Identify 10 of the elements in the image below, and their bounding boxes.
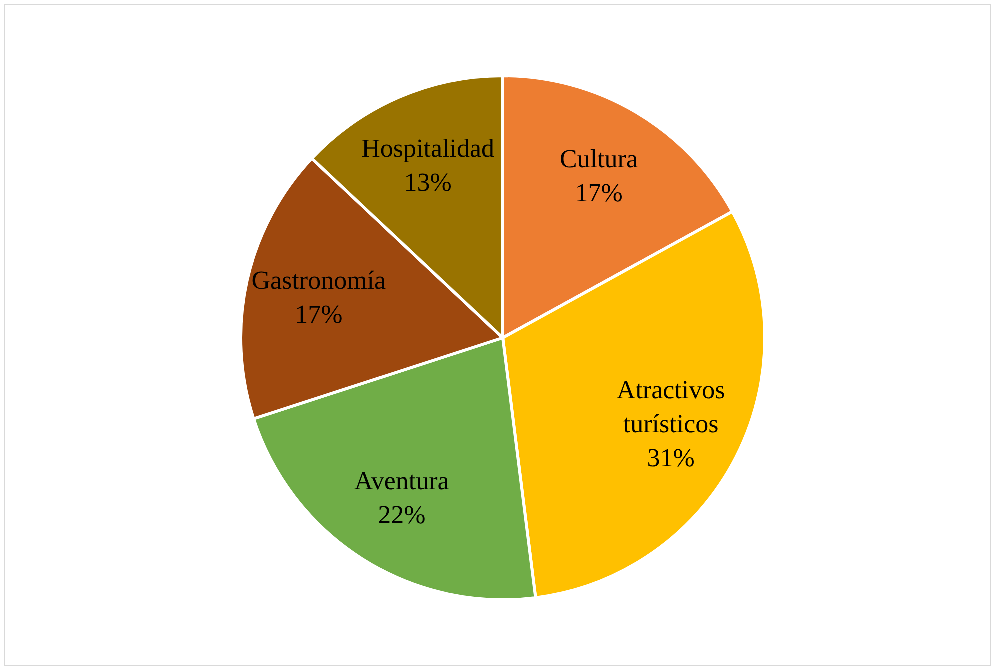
- data-label: 17%: [575, 178, 623, 208]
- data-label: 13%: [404, 168, 452, 197]
- data-label: 31%: [647, 444, 695, 473]
- data-label: 17%: [295, 300, 343, 329]
- slice-label: Atractivos turísticos: [616, 376, 726, 439]
- slice-label: Cultura: [560, 144, 638, 174]
- slice-label: Hospitalidad: [362, 134, 495, 163]
- slice-label: Gastronomía: [252, 266, 387, 295]
- data-label: 22%: [378, 500, 426, 530]
- slice-label: Aventura: [354, 466, 450, 496]
